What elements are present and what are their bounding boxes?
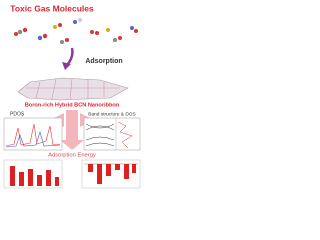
atom bbox=[14, 32, 18, 36]
bar-icon bbox=[46, 170, 51, 186]
atom bbox=[37, 35, 43, 41]
atom bbox=[134, 29, 138, 33]
atom bbox=[42, 33, 48, 39]
panel-title: Band structure & DOS bbox=[88, 111, 135, 117]
bar-icon bbox=[115, 164, 120, 170]
ribbon-bonds bbox=[26, 78, 120, 101]
atom bbox=[22, 27, 28, 33]
atom bbox=[118, 36, 122, 40]
atom bbox=[58, 23, 62, 27]
adsorption-label: Adsorption bbox=[85, 58, 122, 65]
bands bbox=[85, 123, 115, 147]
bar-icon bbox=[106, 164, 111, 176]
graphical-abstract: Toxic Gas Molecules Adsorption Boron-ric… bbox=[0, 0, 145, 189]
atom bbox=[17, 29, 23, 35]
dos bbox=[117, 121, 133, 149]
bar-icon bbox=[97, 164, 102, 184]
atom bbox=[90, 30, 94, 34]
substrate-label: Boron-rich Hybrid BCN Nanoribbon bbox=[25, 102, 120, 108]
nanoribbon bbox=[17, 77, 129, 101]
energy-label: Adsorption Energy bbox=[48, 153, 96, 159]
atom bbox=[130, 26, 134, 30]
molecules bbox=[14, 18, 138, 44]
atom bbox=[53, 25, 57, 29]
bar-icon bbox=[19, 172, 24, 186]
curve bbox=[5, 123, 61, 147]
energy-bars-right bbox=[81, 159, 141, 189]
bar-icon bbox=[55, 177, 59, 186]
atom bbox=[78, 18, 82, 22]
atom bbox=[106, 28, 110, 32]
atom bbox=[95, 31, 99, 35]
panel-frame bbox=[83, 117, 141, 151]
atom bbox=[73, 20, 77, 24]
arrow-head bbox=[62, 62, 71, 70]
bar-icon bbox=[132, 164, 136, 173]
atom bbox=[113, 38, 117, 42]
curve bbox=[5, 130, 61, 148]
panel-title: PDOS bbox=[10, 111, 25, 117]
bar-icon bbox=[88, 164, 93, 172]
bar-icon bbox=[37, 175, 42, 186]
bar-icon bbox=[124, 164, 129, 179]
atom bbox=[65, 38, 69, 42]
bar-icon bbox=[28, 169, 33, 186]
panel-frame bbox=[3, 117, 63, 151]
atom bbox=[60, 40, 64, 44]
bar-icon bbox=[10, 166, 15, 186]
ribbon-sheet bbox=[17, 77, 129, 101]
energy-bars-left bbox=[3, 159, 63, 189]
title: Toxic Gas Molecules bbox=[10, 3, 94, 13]
pdos-panel: PDOS bbox=[3, 111, 63, 151]
arrow-down bbox=[60, 110, 84, 150]
band-panel: Band structure & DOS bbox=[83, 111, 141, 151]
